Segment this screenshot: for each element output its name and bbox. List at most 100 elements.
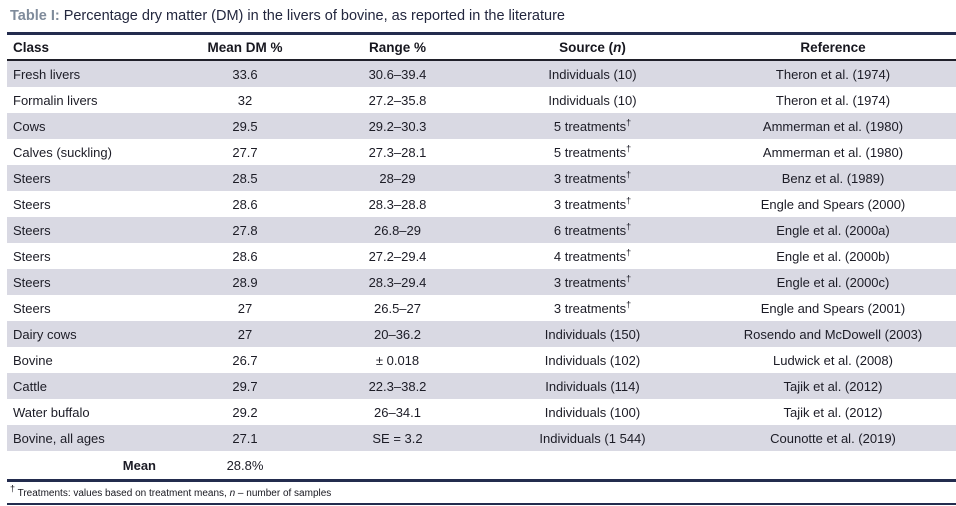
dagger-superscript: † [626, 273, 632, 284]
cell-range: 28–29 [379, 170, 416, 186]
col-header-reference: Reference [710, 32, 956, 62]
cell-class: Formalin livers [13, 92, 98, 108]
cell-range: 27.3–28.1 [368, 144, 427, 160]
dry-matter-table: Class Mean DM % Range % Source (n) Refer… [7, 32, 956, 483]
cell-reference: Engle et al. (2000b) [776, 248, 890, 264]
cell-mean-dm: 29.5 [232, 118, 258, 134]
col-header-mean-dm: Mean DM % [170, 32, 320, 62]
source-header-pre: Source ( [559, 39, 614, 55]
cell-class: Calves (suckling) [13, 144, 112, 160]
dagger-superscript: † [626, 195, 632, 206]
mean-empty-cell [475, 451, 710, 483]
cell-mean-dm: 27 [237, 326, 253, 342]
cell-class: Bovine [13, 352, 53, 368]
cell-mean-dm: 32 [237, 92, 253, 108]
table-footnote: † Treatments: values based on treatment … [7, 482, 956, 500]
cell-class: Steers [13, 274, 51, 290]
table-row: Steers 27.8 26.8–29 6 treatments† Engle et a… [7, 217, 956, 244]
cell-range: 26.5–27 [374, 300, 421, 316]
cell-mean-dm: 28.5 [232, 170, 258, 186]
cell-source: Individuals (150) [544, 326, 641, 342]
cell-source: Individuals (10) [548, 92, 637, 108]
cell-source: 5 treatments† [553, 143, 632, 160]
cell-source: Individuals (102) [544, 352, 641, 368]
col-header-range: Range % [320, 32, 475, 62]
dagger-superscript: † [626, 169, 632, 180]
footnote-text-1: Treatments: values based on treatment me… [15, 488, 230, 500]
cell-reference: Theron et al. (1974) [775, 92, 891, 108]
table-row: Fresh livers 33.6 30.6–39.4 Individuals (10… [7, 60, 956, 88]
table-row: Dairy cows 27 20–36.2 Individuals (150) Rose… [7, 321, 956, 348]
cell-reference: Tajik et al. (2012) [783, 404, 883, 420]
cell-mean-dm: 29.2 [232, 404, 258, 420]
cell-range: SE = 3.2 [372, 430, 423, 446]
header-row: Class Mean DM % Range % Source (n) Refer… [7, 32, 956, 62]
dagger-superscript: † [626, 143, 632, 154]
mean-empty-cell [710, 451, 956, 483]
cell-reference: Engle and Spears (2000) [760, 196, 906, 212]
cell-mean-dm: 28.6 [232, 248, 258, 264]
cell-range: 28.3–28.8 [368, 196, 427, 212]
cell-mean-dm: 28.9 [232, 274, 258, 290]
cell-reference: Theron et al. (1974) [775, 66, 891, 82]
cell-range: 30.6–39.4 [368, 66, 427, 82]
dagger-superscript: † [626, 247, 632, 258]
mean-label: Mean [7, 451, 170, 483]
cell-class: Fresh livers [13, 66, 81, 82]
table-row: Cattle 29.7 22.3–38.2 Individuals (114) Taji… [7, 373, 956, 400]
footnote-dagger: † [10, 484, 16, 495]
table-row: Water buffalo 29.2 26–34.1 Individuals (100… [7, 399, 956, 425]
cell-reference: Benz et al. (1989) [781, 170, 885, 186]
table-caption-text: Percentage dry matter (DM) in the livers… [63, 8, 565, 24]
cell-mean-dm: 27.7 [232, 144, 258, 160]
cell-class: Bovine, all ages [13, 430, 105, 446]
table-label: Table I: [10, 8, 60, 24]
table-row: Formalin livers 32 27.2–35.8 Individuals (1… [7, 87, 956, 113]
dagger-superscript: † [626, 299, 632, 310]
table-row: Steers 27 26.5–27 3 treatments† Engle and Sp… [7, 295, 956, 321]
cell-reference: Ammerman et al. (1980) [762, 144, 904, 160]
bottom-rule [7, 503, 956, 505]
cell-mean-dm: 27.8 [232, 222, 258, 238]
table-caption: Table I: Percentage dry matter (DM) in th… [7, 6, 956, 32]
source-header-n: n [613, 39, 622, 55]
cell-source: 3 treatments† [553, 169, 632, 186]
cell-range: 27.2–29.4 [368, 248, 427, 264]
cell-source: 6 treatments† [553, 221, 632, 238]
dagger-superscript: † [626, 221, 632, 232]
footnote-italic-n: n [229, 488, 236, 500]
cell-class: Steers [13, 196, 51, 212]
cell-range: 29.2–30.3 [368, 118, 427, 134]
cell-range: 27.2–35.8 [368, 92, 427, 108]
col-header-class: Class [7, 32, 170, 62]
cell-source: Individuals (114) [545, 378, 640, 394]
cell-reference: Engle et al. (2000c) [776, 274, 890, 290]
mean-empty-cell [320, 451, 475, 483]
cell-source: Individuals (10) [548, 66, 637, 82]
cell-reference: Ludwick et al. (2008) [773, 352, 893, 368]
cell-source: 5 treatments† [553, 117, 632, 134]
cell-class: Steers [13, 222, 51, 238]
cell-class: Steers [13, 248, 51, 264]
cell-source: 4 treatments† [553, 247, 632, 264]
cell-reference: Engle et al. (2000a) [776, 222, 890, 238]
mean-value: 28.8% [170, 451, 320, 483]
footnote-text-2: – number of samples [235, 488, 332, 500]
cell-mean-dm: 26.7 [232, 352, 258, 368]
cell-range: 26–34.1 [374, 404, 421, 420]
cell-class: Dairy cows [13, 326, 77, 342]
cell-reference: Ammerman et al. (1980) [762, 118, 904, 134]
cell-mean-dm: 27.1 [232, 430, 258, 446]
cell-source: Individuals (1 544) [539, 430, 646, 446]
source-header-post: ) [621, 39, 626, 55]
cell-range: 28.3–29.4 [368, 274, 427, 290]
cell-reference: Rosendo and McDowell (2003) [743, 326, 923, 342]
table-row: Steers 28.9 28.3–29.4 3 treatments† Engle et… [7, 269, 956, 296]
cell-range: 22.3–38.2 [368, 378, 427, 394]
mean-row: Mean 28.8% [7, 451, 956, 483]
table-row: Steers 28.5 28–29 3 treatments† Benz et al. … [7, 165, 956, 192]
cell-mean-dm: 33.6 [232, 66, 258, 82]
cell-reference: Tajik et al. (2012) [783, 378, 883, 394]
cell-class: Cows [13, 118, 46, 134]
cell-source: Individuals (100) [544, 404, 641, 420]
